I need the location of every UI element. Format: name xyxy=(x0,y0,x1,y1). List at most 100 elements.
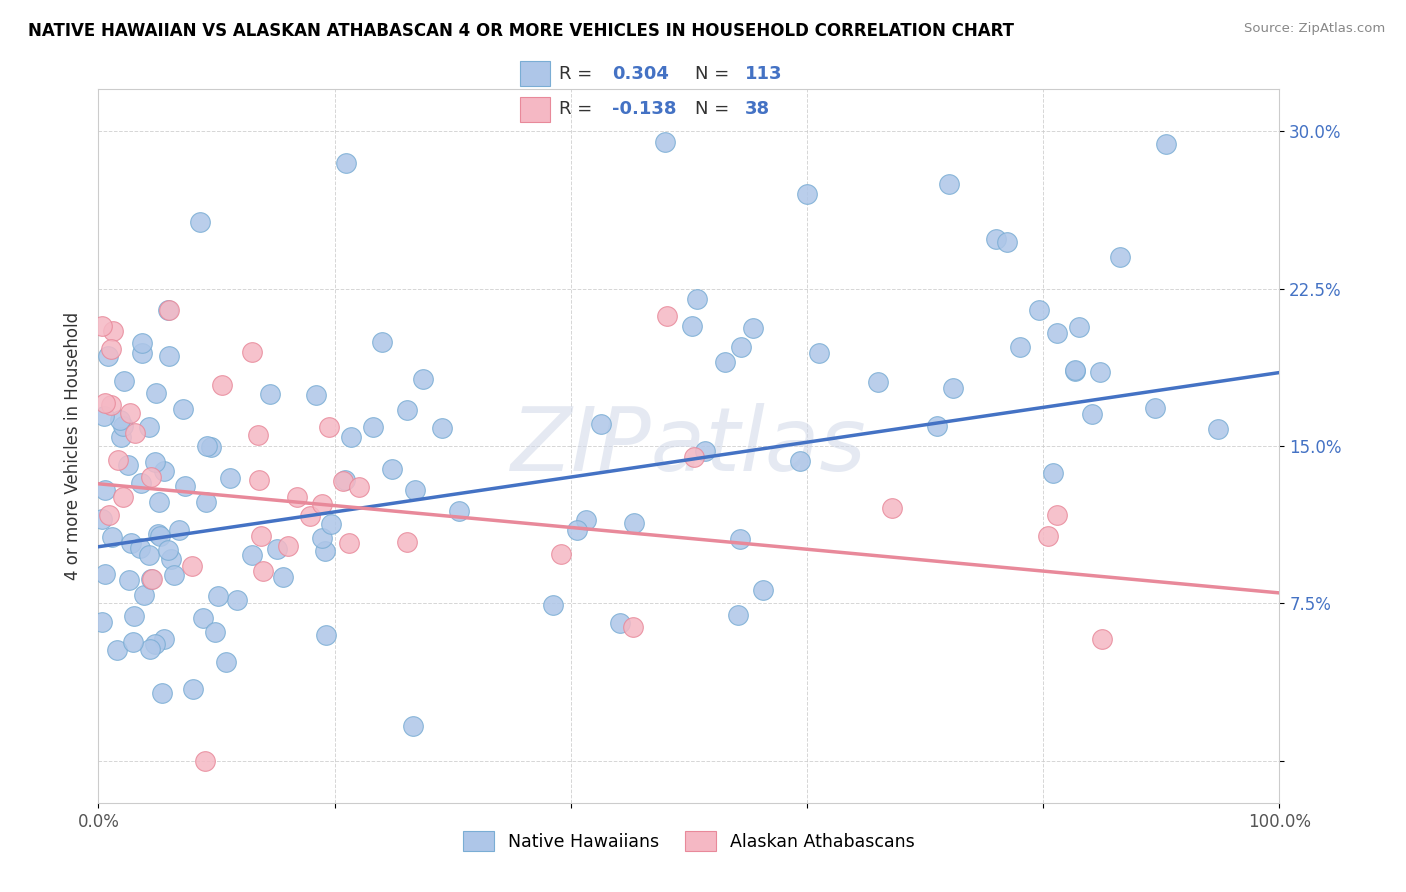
Point xyxy=(215,655,238,669)
Point xyxy=(333,473,356,487)
Point xyxy=(1064,362,1087,376)
Point xyxy=(995,235,1018,249)
Point xyxy=(112,418,135,433)
Point xyxy=(149,529,172,543)
Point xyxy=(311,531,333,545)
Point xyxy=(141,573,163,587)
Text: ZIPatlas: ZIPatlas xyxy=(512,403,866,489)
Point xyxy=(194,754,217,768)
Point xyxy=(145,637,167,651)
Point xyxy=(683,450,706,464)
Point xyxy=(172,402,194,417)
Point xyxy=(91,319,114,334)
Point xyxy=(621,620,644,634)
Point xyxy=(128,541,150,556)
Point xyxy=(984,232,1007,246)
Point xyxy=(796,187,818,202)
Point xyxy=(447,504,470,518)
Point xyxy=(321,517,343,532)
Point xyxy=(110,430,132,444)
Point xyxy=(1080,408,1102,422)
Text: R =: R = xyxy=(560,65,599,83)
Point xyxy=(370,334,392,349)
Point xyxy=(118,407,141,421)
Point xyxy=(882,501,904,516)
Point xyxy=(204,624,226,639)
Point xyxy=(866,376,889,390)
Point xyxy=(194,495,217,509)
Point xyxy=(752,583,775,598)
Point xyxy=(139,470,162,484)
Point xyxy=(139,641,162,656)
Point xyxy=(318,420,340,434)
Y-axis label: 4 or more Vehicles in Household: 4 or more Vehicles in Household xyxy=(63,312,82,580)
Point xyxy=(117,458,139,473)
Text: Source: ZipAtlas.com: Source: ZipAtlas.com xyxy=(1244,22,1385,36)
Point xyxy=(1042,466,1064,480)
Point xyxy=(97,349,120,363)
Point xyxy=(305,388,328,402)
Point xyxy=(789,454,811,468)
Point xyxy=(1208,422,1230,436)
Point xyxy=(195,438,218,452)
Point xyxy=(395,534,418,549)
Point xyxy=(686,292,709,306)
Point xyxy=(131,475,153,490)
Point xyxy=(1156,136,1178,151)
Point xyxy=(143,455,166,469)
Point xyxy=(247,427,270,442)
Point xyxy=(153,632,176,646)
Point xyxy=(404,483,426,497)
Point xyxy=(118,573,141,587)
Point xyxy=(93,409,115,423)
Point xyxy=(361,419,384,434)
Point xyxy=(396,403,419,417)
Text: 113: 113 xyxy=(745,65,782,83)
Point xyxy=(157,543,180,558)
Point xyxy=(97,508,120,523)
Point xyxy=(200,440,222,454)
Point xyxy=(311,498,333,512)
Point xyxy=(1091,632,1114,647)
Point xyxy=(938,177,960,191)
Point xyxy=(332,474,354,488)
Point xyxy=(131,346,153,360)
Point xyxy=(402,719,425,733)
Point xyxy=(591,417,613,431)
Point xyxy=(174,478,197,492)
Point xyxy=(340,430,363,444)
Text: 38: 38 xyxy=(745,100,769,118)
Point xyxy=(252,564,274,578)
Point xyxy=(112,490,135,504)
Point xyxy=(124,426,146,441)
Point xyxy=(183,681,205,696)
Point xyxy=(727,607,749,622)
Point xyxy=(335,155,357,169)
Point xyxy=(101,324,124,338)
Point xyxy=(139,572,162,586)
Point xyxy=(211,378,233,392)
Point xyxy=(218,471,240,485)
Point xyxy=(550,547,572,561)
Point xyxy=(259,387,281,401)
Point xyxy=(148,494,170,508)
Point xyxy=(1010,340,1032,354)
Point xyxy=(808,346,831,360)
Point xyxy=(100,342,122,356)
Point xyxy=(381,462,404,476)
Point xyxy=(132,589,155,603)
Point xyxy=(942,381,965,395)
Point xyxy=(315,627,337,641)
Point xyxy=(145,386,167,401)
Point xyxy=(541,599,564,613)
Point xyxy=(120,536,142,550)
Point xyxy=(146,527,169,541)
Point xyxy=(250,529,273,543)
Point xyxy=(240,344,263,359)
Point xyxy=(150,686,173,700)
Bar xyxy=(520,96,550,122)
Point xyxy=(153,464,176,478)
Point xyxy=(167,524,190,538)
Point xyxy=(299,508,322,523)
Point xyxy=(240,548,263,562)
